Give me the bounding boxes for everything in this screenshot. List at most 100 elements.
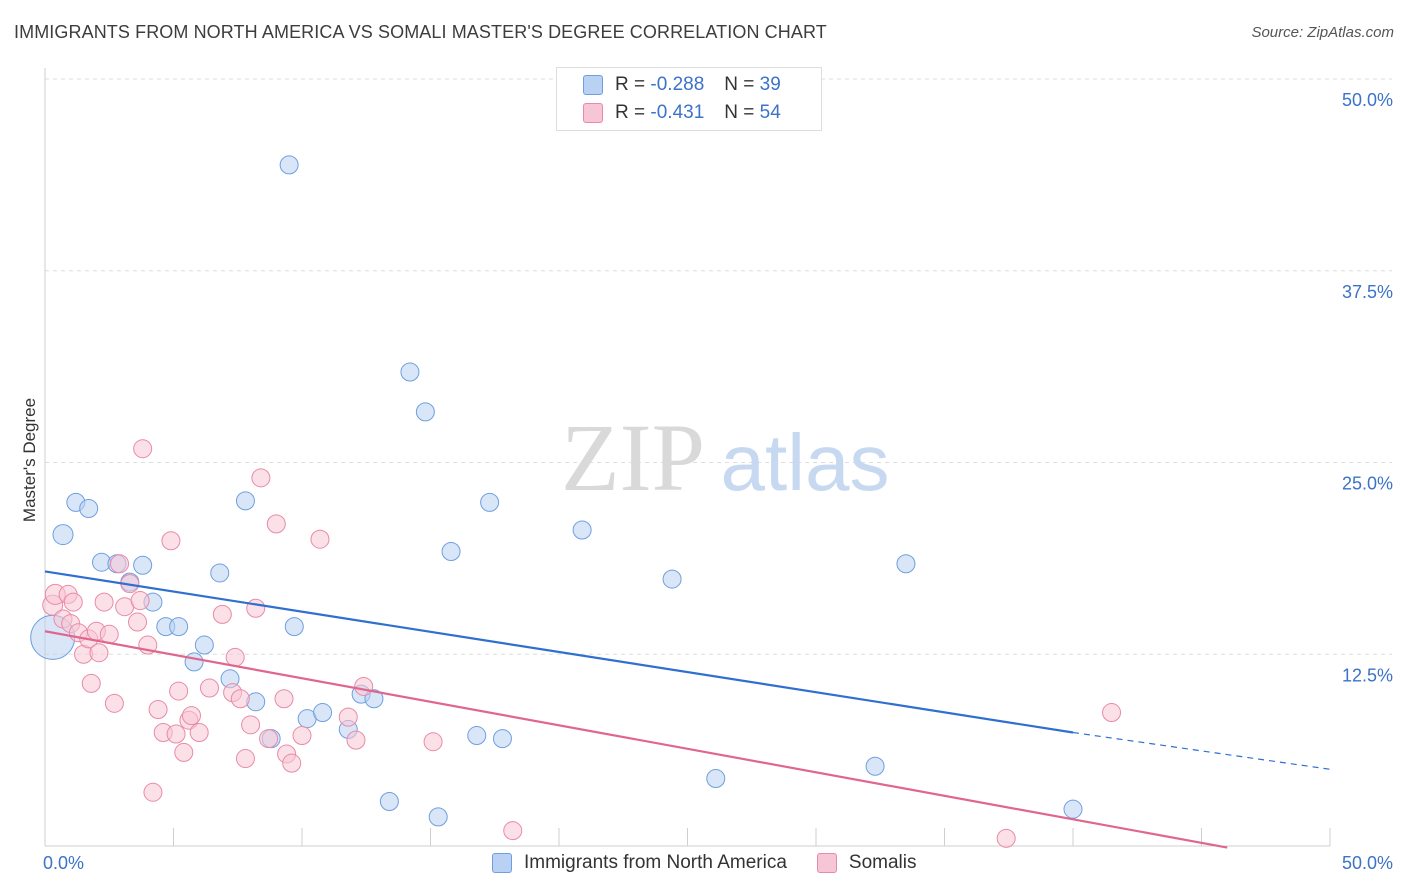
point-somalis-47 [310,529,330,549]
point-north-america-29 [441,541,461,561]
series-name: Somalis [848,852,917,873]
tick-labels: 12.5% 25.0% 37.5% 50.0% 0.0% 50.0% [43,90,1393,873]
point-somalis-38 [241,715,261,735]
legend-swatch-pink [583,103,603,123]
point-north-america-30 [467,726,487,746]
grid-lines [45,78,1392,655]
point-somalis-14 [104,693,124,713]
legend-n-value: 54 [759,102,781,123]
point-somalis-28 [174,742,194,762]
series-legend: Immigrants from North America Somalis [492,852,946,874]
point-north-america-25 [379,792,399,812]
legend-r-label: R = [615,102,646,123]
point-north-america-27 [415,402,435,422]
point-somalis-40 [251,468,271,488]
point-somalis-50 [354,676,374,696]
point-somalis-9 [81,673,101,693]
point-north-america-26 [400,362,420,382]
point-somalis-49 [346,730,366,750]
point-north-america-21 [313,703,333,723]
y-tick-label-3: 50.0% [1342,90,1393,110]
legend-swatch-blue [583,75,603,95]
point-north-america-31 [480,492,500,512]
point-somalis-19 [130,591,150,611]
point-north-america-37 [896,554,916,574]
point-north-america-28 [428,807,448,827]
point-north-america-34 [662,569,682,589]
watermark: ZIP atlas [561,404,889,511]
legend-row-somalis: R = -0.431 N = 54 [583,100,781,126]
point-somalis-31 [189,722,209,742]
legend-row-north-america: R = -0.288 N = 39 [583,72,781,98]
point-somalis-43 [274,689,294,709]
point-somalis-12 [94,592,114,612]
point-somalis-13 [99,624,119,644]
point-somalis-42 [266,514,286,534]
series-swatch-blue [492,853,512,873]
point-north-america-38 [1063,799,1083,819]
point-somalis-25 [161,531,181,551]
point-north-america-3 [79,499,99,519]
legend-n-label: N = [724,74,755,95]
axes [44,68,1331,847]
point-north-america-12 [194,635,214,655]
point-north-america-15 [235,491,255,511]
point-somalis-11 [89,643,109,663]
y-tick-label-2: 37.5% [1342,282,1393,302]
point-somalis-37 [235,749,255,769]
y-tick-label-1: 25.0% [1342,474,1393,494]
point-north-america-32 [492,729,512,749]
point-north-america-33 [572,520,592,540]
point-north-america-11 [184,652,204,672]
point-north-america-36 [865,756,885,776]
point-north-america-24 [364,689,384,709]
series-name: Immigrants from North America [524,852,787,873]
series-legend-somalis: Somalis [816,852,917,874]
legend-r-label: R = [615,74,646,95]
x-tick-label-0: 0.0% [43,853,84,873]
point-north-america-10 [169,617,189,637]
point-north-america-13 [210,563,230,583]
series-legend-north-america: Immigrants from North America [492,852,787,874]
point-somalis-54 [1102,703,1122,723]
point-somalis-26 [166,724,186,744]
point-north-america-19 [284,617,304,637]
legend-n-label: N = [724,102,755,123]
point-somalis-22 [143,782,163,802]
point-somalis-51 [423,732,443,752]
legend-r-value: -0.288 [650,74,705,95]
watermark-atlas: atlas [721,418,890,507]
point-somalis-27 [169,681,189,701]
point-north-america-1 [52,524,74,546]
point-somalis-30 [181,706,201,726]
legend-n-value: 39 [759,74,781,95]
point-somalis-52 [503,821,523,841]
trend-line-0 [44,570,1074,734]
source-label: Source: ZipAtlas.com [1251,24,1394,41]
point-somalis-18 [128,612,148,632]
watermark-zip: ZIP [561,404,705,511]
point-north-america-35 [706,769,726,789]
series-swatch-pink [816,853,837,873]
legend-r-value: -0.431 [650,102,705,123]
point-somalis-20 [133,439,153,459]
stats-legend: R = -0.288 N = 39 R = -0.431 N = 54 [556,67,822,131]
data-points [30,155,1122,848]
point-north-america-16 [246,692,266,712]
point-somalis-45 [282,753,302,773]
trend-extension-0 [1072,731,1331,770]
point-somalis-53 [996,828,1016,848]
point-north-america-7 [133,555,153,575]
point-somalis-33 [212,604,232,624]
point-somalis-46 [292,726,312,746]
point-somalis-35 [225,647,245,667]
point-somalis-32 [199,678,219,698]
point-north-america-18 [279,155,299,175]
point-somalis-23 [148,699,168,719]
y-axis-label: Master's Degree [20,397,39,523]
x-tick-label-1: 50.0% [1342,853,1393,873]
point-somalis-48 [338,707,358,727]
trend-lines [44,570,1331,849]
point-somalis-5 [63,592,83,612]
